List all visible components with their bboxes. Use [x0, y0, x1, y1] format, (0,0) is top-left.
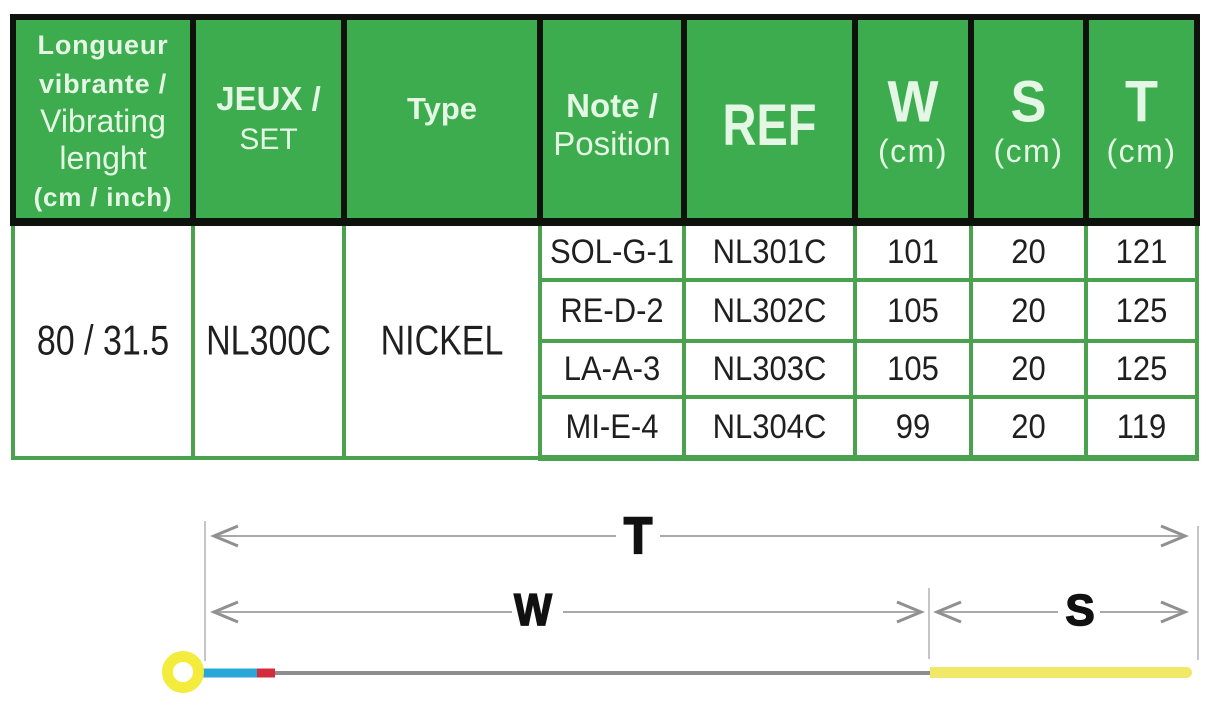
svg-text:S: S: [1065, 586, 1094, 635]
svg-text:W: W: [514, 585, 553, 635]
svg-text:T: T: [624, 508, 653, 565]
